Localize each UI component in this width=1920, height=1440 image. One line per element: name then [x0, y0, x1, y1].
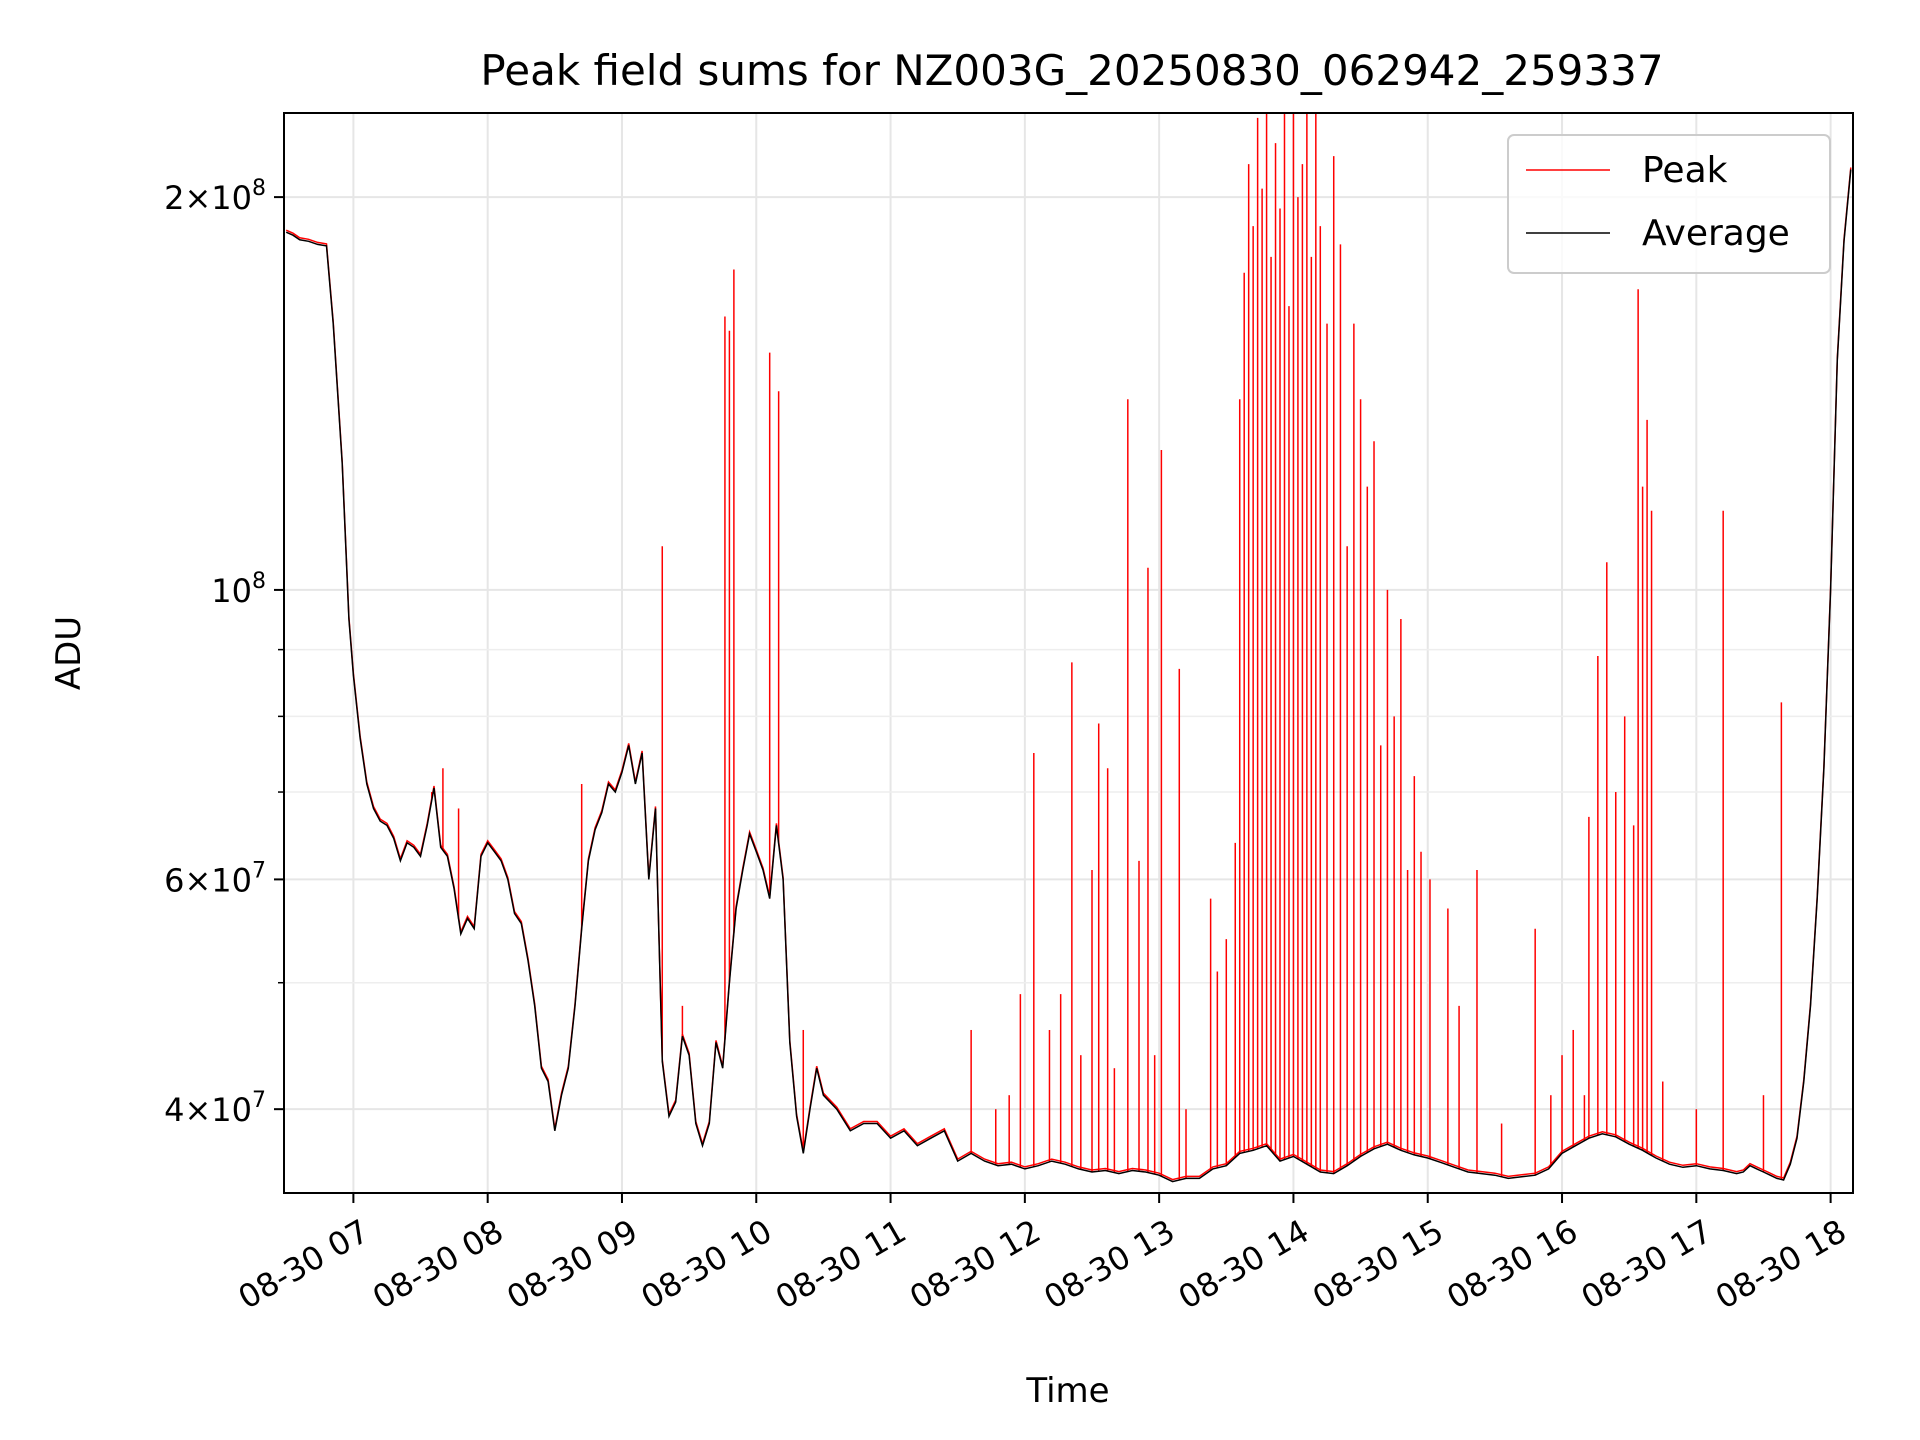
plot-series: [285, 113, 1852, 1183]
plot-area-frame: [283, 112, 1854, 1194]
x-axis-label: Time: [1025, 1371, 1109, 1411]
legend: Peak Average: [1507, 134, 1831, 274]
y-tick-label: 108: [211, 569, 266, 610]
chart-title: Peak field sums for NZ003G_20250830_0629…: [480, 46, 1663, 95]
y-axis-label: ADU: [49, 616, 89, 690]
y-tick-label: 6×107: [164, 858, 266, 899]
y-tick-label: 4×107: [164, 1088, 266, 1129]
y-axis: 2×108 108 6×107 4×107: [164, 176, 284, 1129]
legend-label-average: Average: [1642, 213, 1790, 254]
series-average-line: [285, 169, 1852, 1183]
legend-label-peak: Peak: [1642, 150, 1728, 191]
y-tick-label: 2×108: [164, 176, 266, 217]
